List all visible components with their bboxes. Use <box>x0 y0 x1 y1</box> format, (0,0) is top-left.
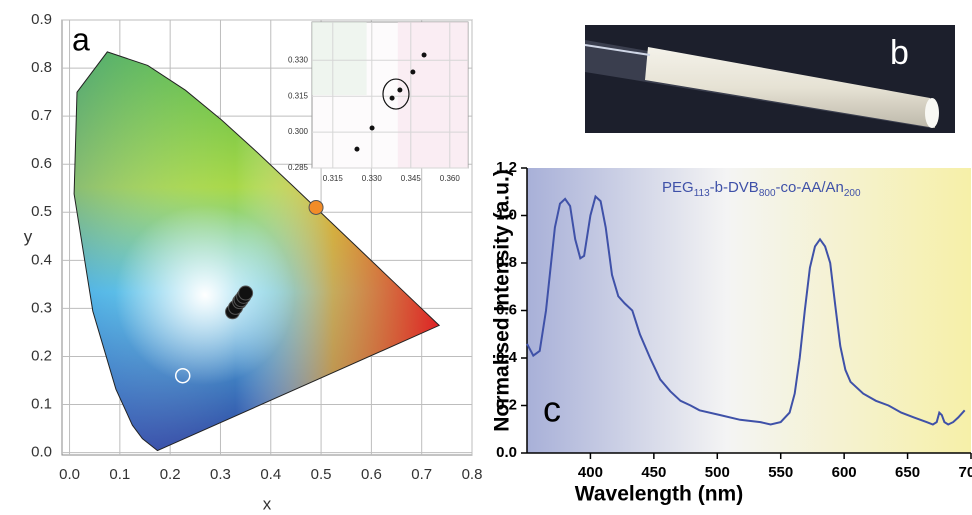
highlight-ellipse <box>382 78 410 110</box>
data-point <box>389 95 395 101</box>
x-tick-label: 0.7 <box>411 466 432 483</box>
y-tick-label: 0.330 <box>288 55 309 64</box>
y-tick-label: 0.7 <box>31 107 52 124</box>
data-point <box>238 285 254 301</box>
y-tick-label: 0.1 <box>31 395 52 412</box>
x-tick-label: 0.2 <box>160 466 181 483</box>
y-tick-label: 0.285 <box>288 163 309 172</box>
panel-label: c <box>543 389 561 430</box>
subscript: 200 <box>844 188 861 199</box>
x-tick-label: 700 <box>958 464 972 481</box>
tube-highlight <box>584 44 651 56</box>
inset-tint <box>397 22 468 168</box>
subscript: 800 <box>759 188 776 199</box>
x-tick-label: 500 <box>705 464 730 481</box>
x-tick-label: 600 <box>832 464 857 481</box>
y-tick-label: 0.3 <box>31 299 52 316</box>
tube-content <box>645 47 935 128</box>
x-axis-title: Wavelength (nm) <box>575 483 743 506</box>
x-tick-label: 650 <box>895 464 920 481</box>
y-tick-label: 1.0 <box>496 206 517 223</box>
panel-b: b <box>584 25 955 133</box>
x-tick-label: 0.360 <box>440 174 461 183</box>
legend-text: -co-AA/An <box>776 179 844 196</box>
data-point <box>308 199 324 215</box>
x-tick-label: 450 <box>641 464 666 481</box>
y-tick-label: 0.315 <box>288 91 309 100</box>
x-tick-label: 400 <box>578 464 603 481</box>
x-tick-label: 0.345 <box>401 174 422 183</box>
panel-label: b <box>890 34 909 72</box>
y-tick-label: 0.2 <box>496 396 517 413</box>
data-point <box>421 52 427 58</box>
x-tick-label: 0.6 <box>361 466 382 483</box>
y-tick-label: 0.0 <box>496 444 517 461</box>
x-tick-label: 0.3 <box>210 466 231 483</box>
x-tick-label: 0.0 <box>59 466 80 483</box>
panel-label: a <box>72 21 90 57</box>
data-point <box>397 87 403 93</box>
chart: 0.0 0.1 0.2 0.3 0.4 0.5 0.6 0.7 0.80.00.10.20.30… <box>24 11 483 514</box>
y-tick-label: 0.9 <box>31 11 52 28</box>
y-tick-label: 0.5 <box>31 203 52 220</box>
y-axis-title: y <box>24 227 33 246</box>
y-tick-label: 0.8 <box>496 254 517 271</box>
spectral-locus <box>73 51 441 452</box>
y-tick-label: 0.4 <box>31 251 52 268</box>
y-tick-label: 1.2 <box>496 159 517 176</box>
data-point <box>410 69 416 75</box>
x-tick-label: 0.4 <box>260 466 281 483</box>
legend-text: -b-DVB <box>710 179 759 196</box>
subscript: 113 <box>694 188 710 199</box>
y-tick-label: 0.4 <box>496 349 518 366</box>
y-tick-label: 0.300 <box>288 127 309 136</box>
y-tick-label: 0.6 <box>496 301 517 318</box>
chart: 400 450 500 550 600 650 700 0.0 0.2 0.4 0.6 0.8 1.0 1… <box>491 159 972 506</box>
data-point <box>174 367 191 384</box>
legend-label: PEG113-b-DVB800-co-AA/An200 <box>662 179 861 199</box>
y-tick-label: 0.6 <box>31 155 52 172</box>
x-tick-label: 0.8 <box>462 466 483 483</box>
x-tick-label: 0.5 <box>311 466 332 483</box>
inset-tint <box>312 22 367 95</box>
x-tick-label: 0.330 <box>362 174 383 183</box>
x-axis-title: x <box>263 494 272 513</box>
chart: 0.315 0.330 0.345 0.360 0.285 0.300 0.315 0.330 <box>288 21 469 183</box>
y-tick-label: 0.8 <box>31 59 52 76</box>
x-tick-label: 0.1 <box>109 466 130 483</box>
plot-background <box>527 168 971 453</box>
legend-text: PEG <box>662 179 694 196</box>
data-point <box>354 146 360 152</box>
x-tick-label: 0.315 <box>323 174 344 183</box>
x-tick-label: 550 <box>768 464 793 481</box>
y-tick-label: 0.0 <box>31 444 52 461</box>
y-tick-label: 0.2 <box>31 347 52 364</box>
data-line <box>526 194 966 426</box>
data-point <box>369 125 375 131</box>
y-axis-title: Normalised Intensity (a.u.) <box>491 169 514 432</box>
tube-end <box>925 98 939 128</box>
